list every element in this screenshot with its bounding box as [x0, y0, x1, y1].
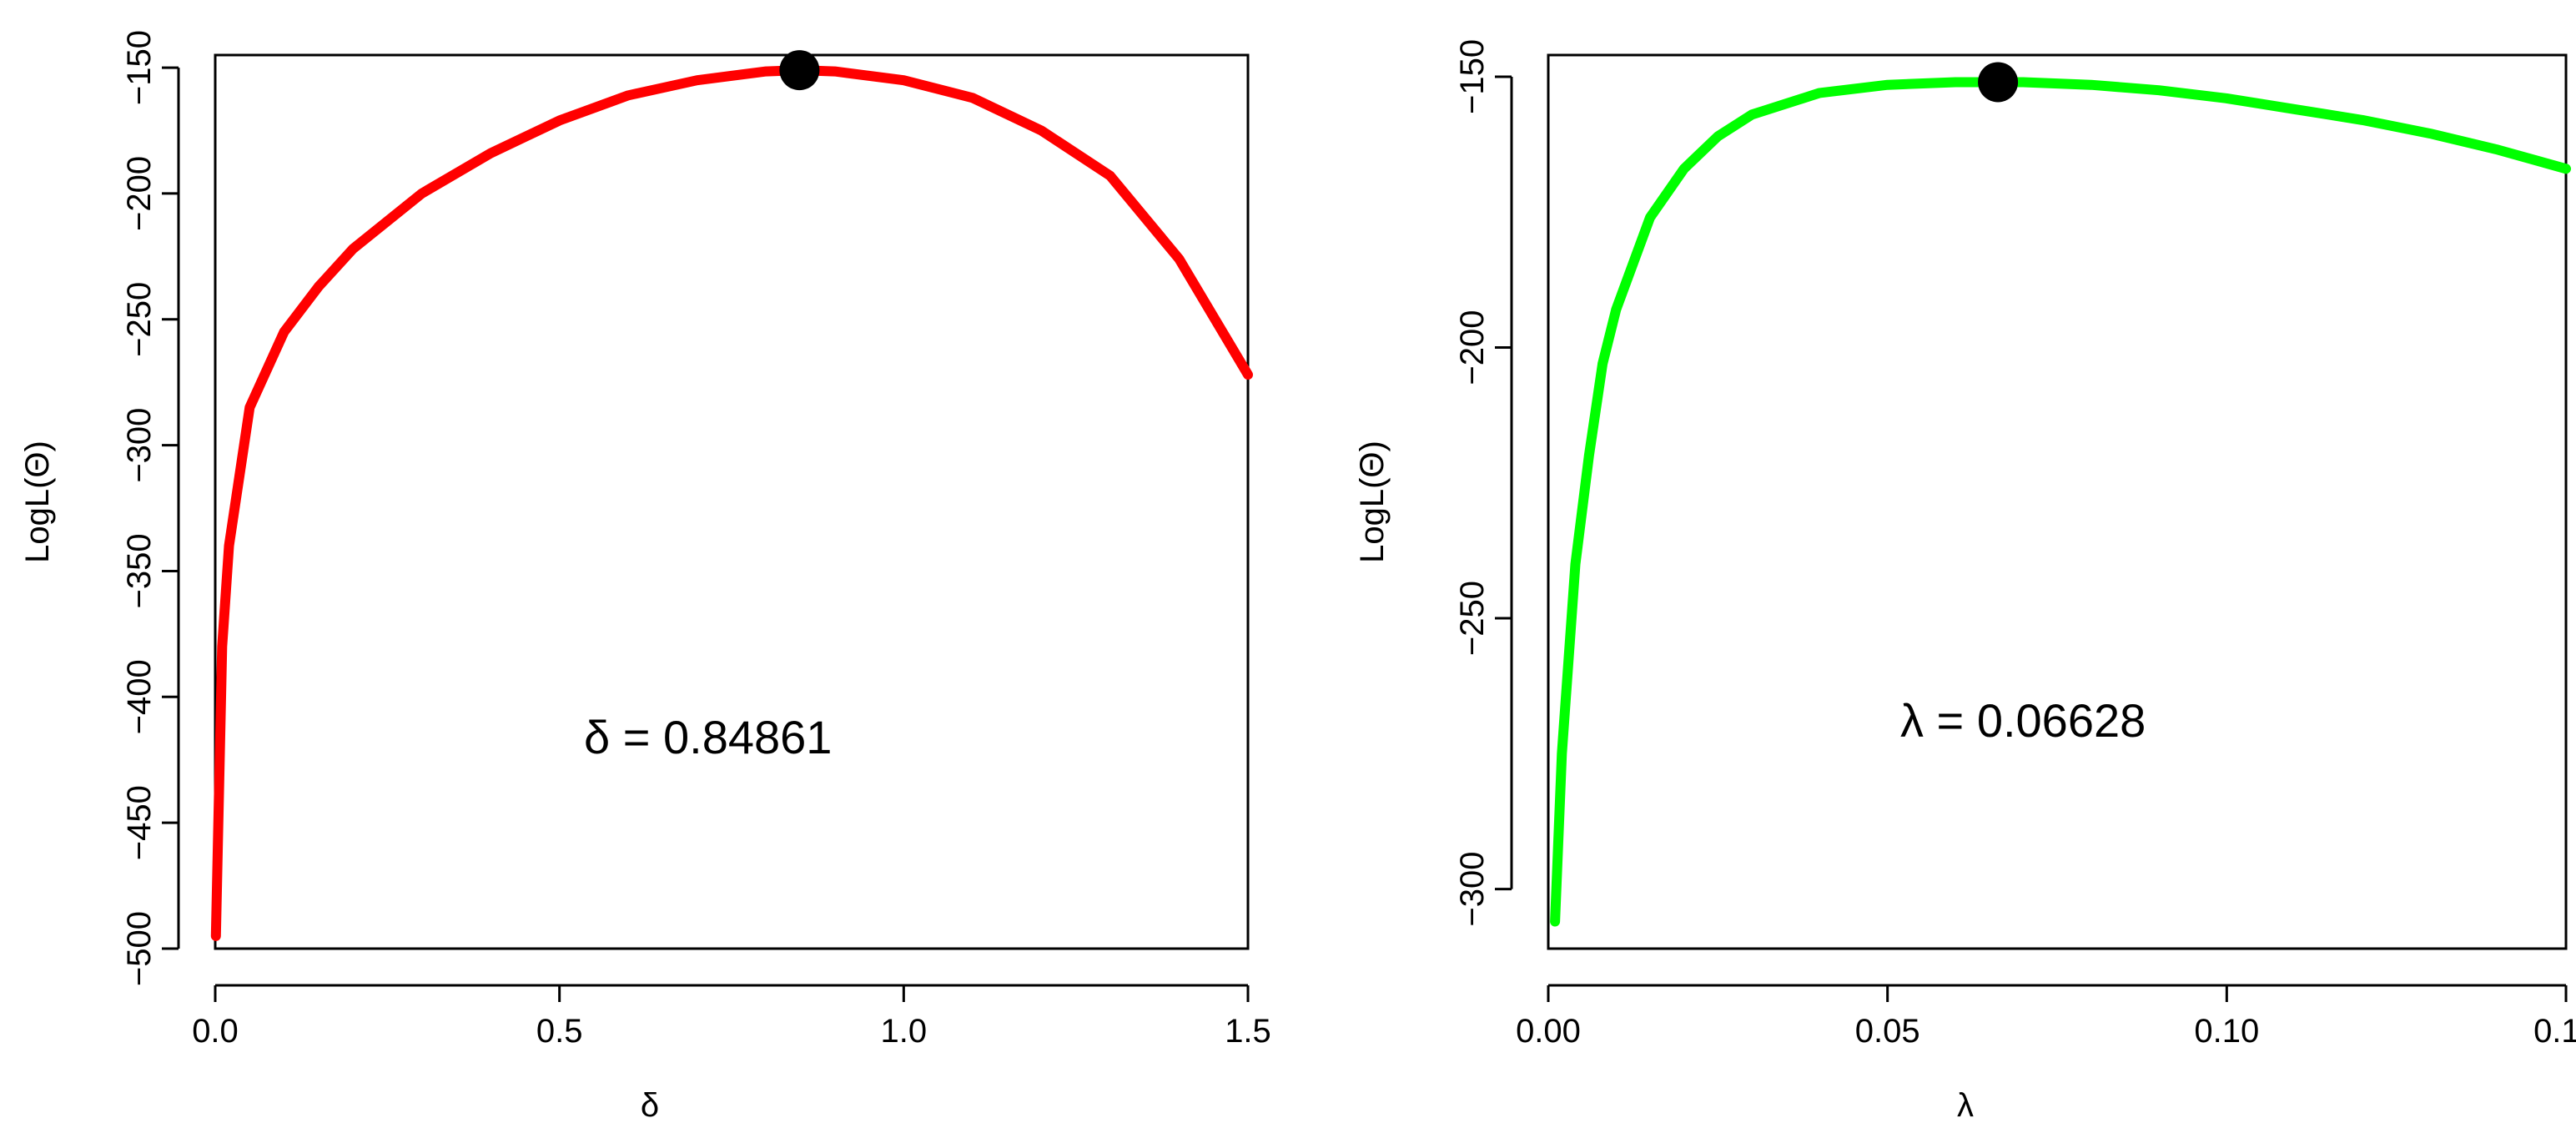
- y-tick-label: −150: [121, 30, 158, 105]
- y-axis-title: LogL(Θ): [19, 441, 56, 563]
- series-line: [210, 65, 1253, 941]
- y-tick-label: −200: [121, 156, 158, 231]
- x-tick-label: 0.15: [2533, 1013, 2576, 1050]
- plot-frame: [214, 53, 1250, 950]
- x-tick-label: 1.5: [1225, 1013, 1271, 1050]
- estimate-annotation: λ = 0.06628: [1900, 694, 2146, 747]
- y-tick-label: −200: [1454, 310, 1491, 385]
- maximum-point: [779, 50, 820, 91]
- estimate-annotation: δ = 0.84861: [584, 711, 832, 763]
- estimate-value: = 0.06628: [1924, 694, 2146, 747]
- x-tick-label: 0.05: [1855, 1013, 1920, 1050]
- x-axis-title: λ: [1957, 1087, 1974, 1124]
- y-tick-label: −500: [121, 911, 158, 986]
- y-tick-label: −250: [121, 282, 158, 357]
- y-tick-label: −250: [1454, 581, 1491, 656]
- series-line: [1550, 77, 2571, 927]
- x-tick-label: 1.0: [881, 1013, 928, 1050]
- estimate-value: = 0.84861: [610, 711, 832, 763]
- y-tick-label: −300: [121, 408, 158, 483]
- plot-frame: [1547, 53, 2568, 950]
- y-tick-label: −350: [121, 533, 158, 608]
- x-tick-label: 0.0: [192, 1013, 239, 1050]
- estimate-symbol: δ: [584, 711, 610, 763]
- y-tick-label: −400: [121, 659, 158, 734]
- chart-panel-delta: 0.0 0.5 1.0 1.5 −500 −450 −400 −350 −300 −250 −200…: [19, 30, 1271, 1124]
- y-tick-label: −300: [1454, 852, 1491, 927]
- y-tick-label: −450: [121, 785, 158, 860]
- maximum-point: [1978, 62, 2019, 103]
- x-axis-title: δ: [641, 1087, 659, 1124]
- estimate-symbol: λ: [1900, 694, 1924, 747]
- x-tick-label: 0.5: [536, 1013, 583, 1050]
- y-tick-label: −150: [1454, 39, 1491, 114]
- x-tick-label: 0.10: [2194, 1013, 2259, 1050]
- chart-panel-lambda: 0.00 0.05 0.10 0.15 −300 −250 −200 −150 λ LogL(Θ)…: [1354, 39, 2576, 1124]
- x-tick-label: 0.00: [1516, 1013, 1581, 1050]
- y-axis-title: LogL(Θ): [1354, 441, 1391, 563]
